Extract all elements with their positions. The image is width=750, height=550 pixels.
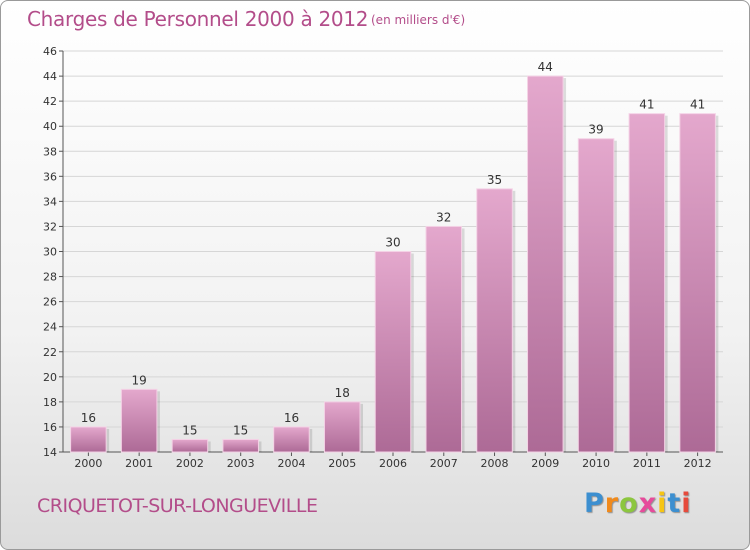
- bar-2009: [527, 75, 564, 453]
- data-label: 18: [335, 386, 350, 400]
- y-tick-label: 40: [43, 120, 57, 133]
- y-tick-label: 42: [43, 95, 57, 108]
- x-tick-label: 2010: [582, 457, 610, 470]
- bar-2000: [70, 426, 107, 453]
- bar-2003: [222, 438, 259, 453]
- bars: [70, 75, 719, 453]
- logo-letter: i: [681, 488, 692, 519]
- bar-2008: [476, 188, 513, 453]
- y-tick-label: 16: [43, 421, 57, 434]
- x-tick-label: 2003: [227, 457, 255, 470]
- y-tick-label: 38: [43, 145, 57, 158]
- y-tick-label: 30: [43, 246, 57, 259]
- data-label: 19: [132, 373, 147, 387]
- commune-name: CRIQUETOT-SUR-LONGUEVILLE: [37, 495, 318, 517]
- data-label: 15: [182, 423, 197, 437]
- x-tick-label: 2012: [684, 457, 712, 470]
- x-tick-label: 2000: [74, 457, 102, 470]
- y-tick-label: 28: [43, 271, 57, 284]
- data-label: 35: [487, 173, 502, 187]
- data-labels: 16 19 15 15 16 18 30 32 35 44 39 41 41: [81, 60, 706, 437]
- bar-2001: [120, 388, 158, 453]
- chart-subtitle: (en milliers d'€): [371, 13, 466, 27]
- bar-2007: [425, 225, 463, 453]
- bar-2006: [374, 251, 412, 453]
- x-tick-label: 2002: [176, 457, 204, 470]
- y-tick-label: 22: [43, 346, 57, 359]
- data-label: 44: [538, 60, 553, 74]
- data-label: 32: [436, 210, 451, 224]
- x-tick-label: 2009: [531, 457, 559, 470]
- y-tick-label: 44: [43, 70, 57, 83]
- y-tick-label: 24: [43, 321, 57, 334]
- bar-2005: [323, 401, 361, 453]
- y-tick-label: 14: [43, 446, 57, 459]
- bar-2012: [679, 113, 716, 453]
- data-label: 16: [81, 411, 96, 425]
- logo-letter: r: [604, 488, 620, 519]
- bar-2002: [171, 438, 209, 453]
- chart-title: Charges de Personnel 2000 à 2012: [27, 7, 369, 31]
- y-tick-label: 18: [43, 396, 57, 409]
- bar-2004: [273, 426, 310, 453]
- y-tick-label: 26: [43, 296, 57, 309]
- x-tick-label: 2011: [633, 457, 661, 470]
- data-label: 16: [284, 411, 299, 425]
- x-tick-label: 2005: [328, 457, 356, 470]
- data-label: 30: [385, 236, 400, 250]
- data-label: 39: [588, 123, 603, 137]
- logo-letter: o: [619, 488, 639, 519]
- data-label: 41: [639, 98, 654, 112]
- bar-2011: [628, 113, 666, 453]
- proxiti-logo: Proxiti: [584, 488, 692, 519]
- x-tick-label: 2001: [125, 457, 153, 470]
- bar-2010: [577, 138, 615, 453]
- x-tick-label: 2004: [277, 457, 305, 470]
- y-tick-label: 32: [43, 220, 57, 233]
- y-tick-label: 34: [43, 195, 57, 208]
- logo-letter: i: [657, 488, 668, 519]
- y-tick-label: 36: [43, 170, 57, 183]
- y-tick-label: 20: [43, 371, 57, 384]
- y-tick-label: 46: [43, 45, 57, 58]
- data-label: 15: [233, 423, 248, 437]
- x-tick-label: 2006: [379, 457, 407, 470]
- logo-letter: t: [667, 488, 682, 519]
- x-tick-label: 2007: [430, 457, 458, 470]
- logo-letter: x: [638, 488, 658, 519]
- logo-letter: P: [584, 488, 605, 519]
- x-tick-label: 2008: [481, 457, 509, 470]
- data-label: 41: [690, 98, 705, 112]
